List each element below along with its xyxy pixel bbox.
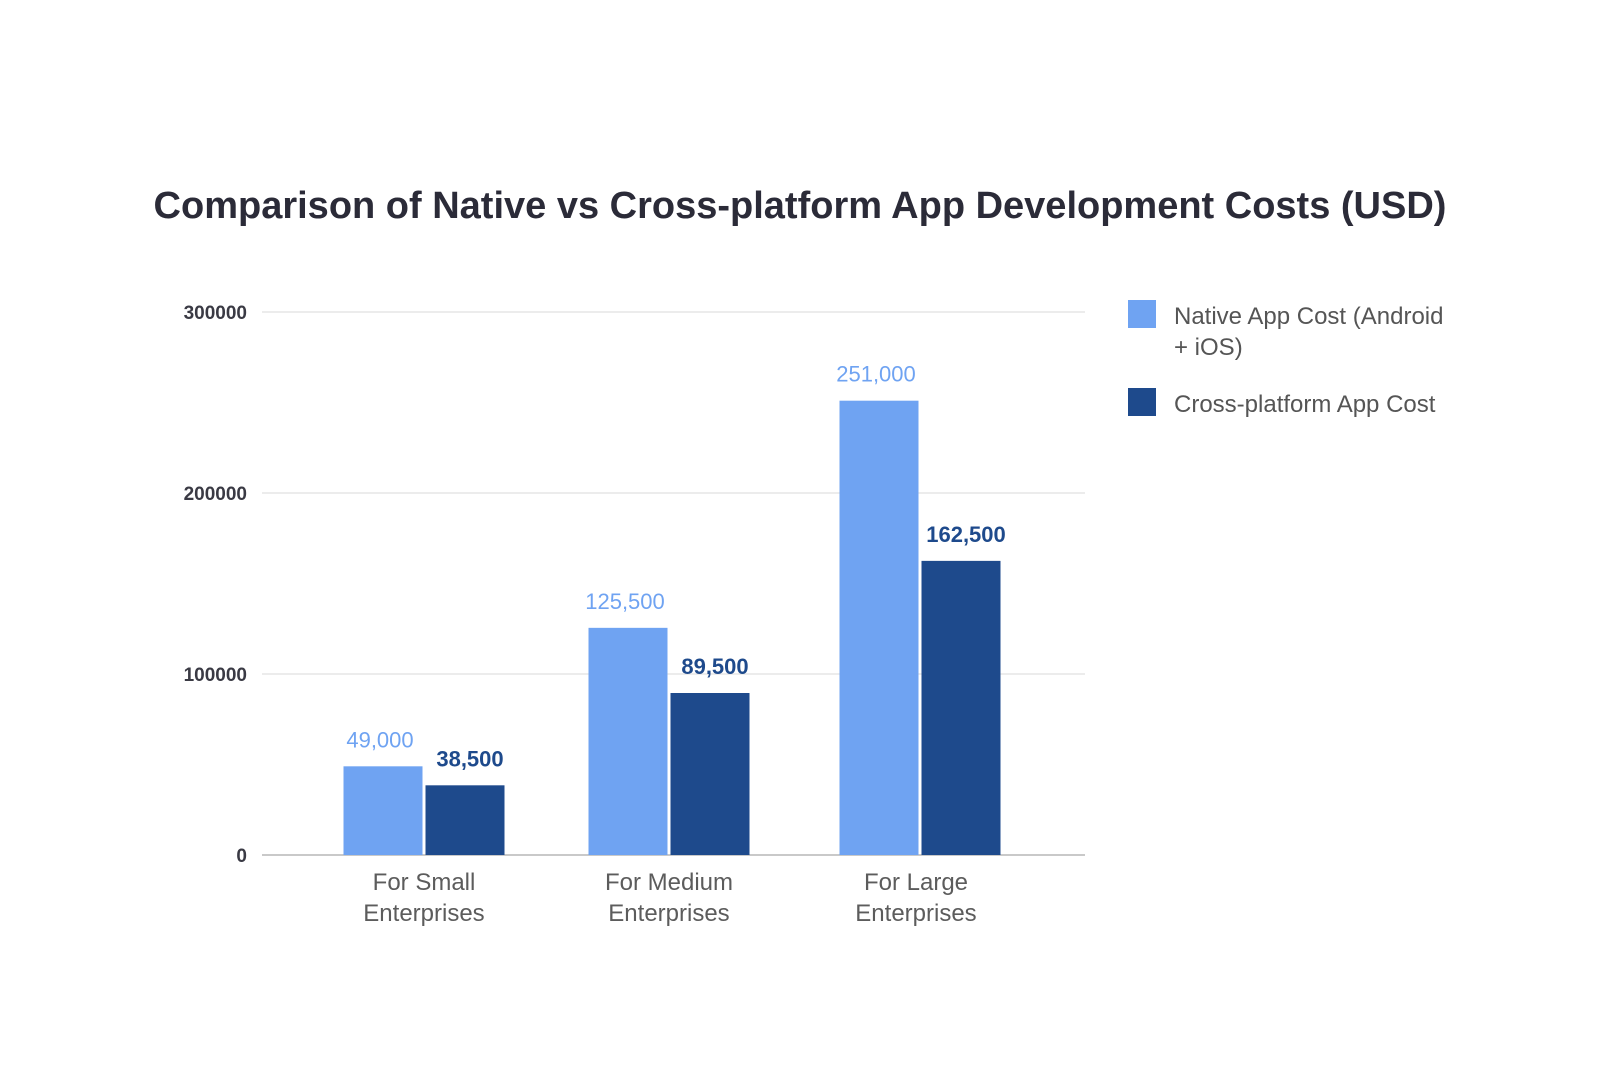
y-tick-label: 300000 bbox=[184, 303, 247, 324]
chart-title: Comparison of Native vs Cross-platform A… bbox=[154, 185, 1447, 227]
bars bbox=[343, 400, 1001, 855]
y-axis: 0 100000 200000 300000 bbox=[184, 303, 247, 867]
x-category-label: Enterprises bbox=[608, 900, 729, 927]
data-label-native: 49,000 bbox=[346, 727, 413, 752]
legend-label-cross-platform: Cross-platform App Cost bbox=[1174, 391, 1436, 418]
x-category-label: For Small bbox=[373, 869, 476, 896]
legend-label-native: Native App Cost (Android bbox=[1174, 303, 1443, 330]
bar-native bbox=[343, 766, 423, 855]
bar-cross-platform bbox=[425, 785, 505, 855]
data-label-cross-platform: 38,500 bbox=[436, 746, 503, 771]
x-category-label: For Medium bbox=[605, 869, 733, 896]
bar-native bbox=[839, 400, 919, 855]
data-labels: 49,000 125,500 251,000 38,500 89,500 162,500 bbox=[346, 362, 1005, 772]
data-label-native: 125,500 bbox=[585, 589, 665, 614]
legend-label-native: + iOS) bbox=[1174, 334, 1243, 361]
x-category-label: Enterprises bbox=[855, 900, 976, 927]
x-category-label: Enterprises bbox=[363, 900, 484, 927]
x-axis: For Small Enterprises For Medium Enterprise… bbox=[363, 869, 976, 927]
data-label-native: 251,000 bbox=[836, 362, 916, 387]
data-label-cross-platform: 89,500 bbox=[681, 654, 748, 679]
y-tick-label: 100000 bbox=[184, 665, 247, 686]
legend: Native App Cost (Android + iOS) Cross-plat… bbox=[1128, 300, 1443, 418]
y-tick-label: 200000 bbox=[184, 484, 247, 505]
bar-cross-platform bbox=[921, 560, 1001, 855]
data-label-cross-platform: 162,500 bbox=[926, 522, 1006, 547]
bar-cross-platform bbox=[670, 693, 750, 855]
x-category-label: For Large bbox=[864, 869, 968, 896]
bar-native bbox=[588, 627, 668, 855]
y-tick-label: 0 bbox=[236, 846, 247, 867]
legend-swatch-cross-platform bbox=[1128, 388, 1156, 416]
legend-swatch-native bbox=[1128, 300, 1156, 328]
